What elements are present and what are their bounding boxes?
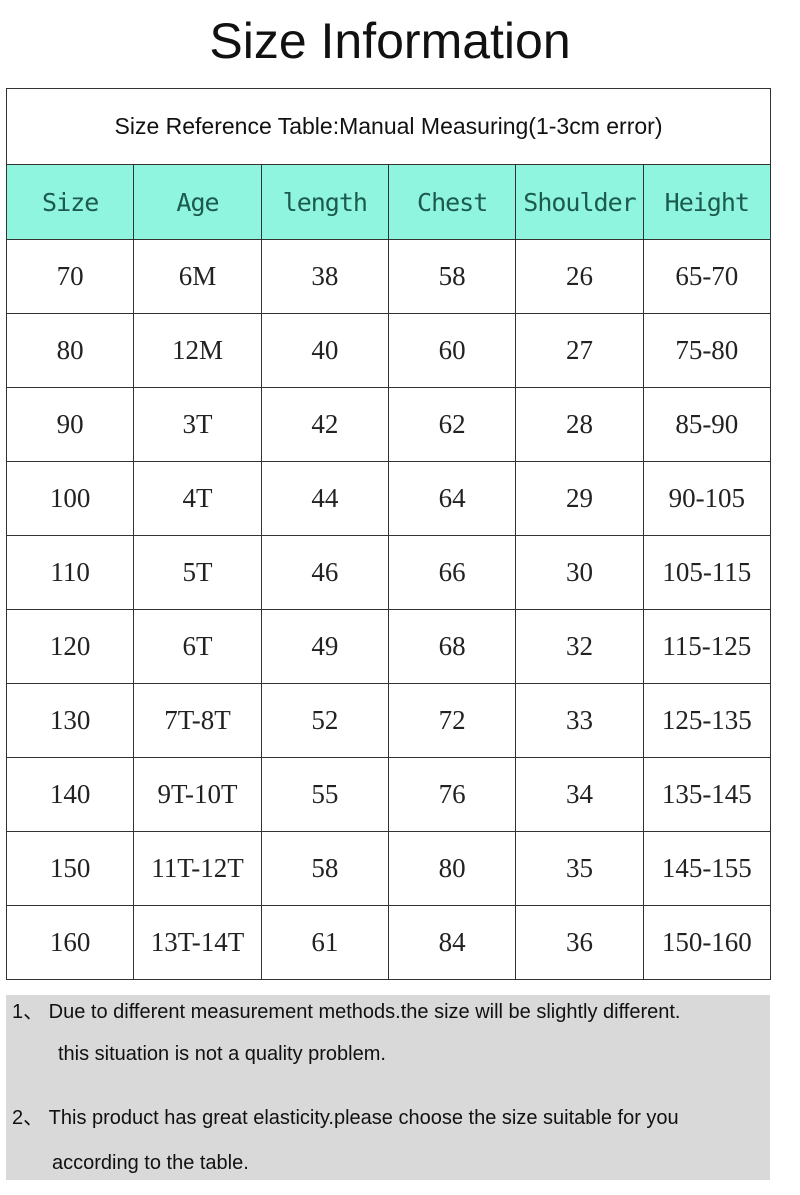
note-2: 2、 This product has great elasticity.ple… [12, 1107, 679, 1129]
table-row: 100 4T 44 64 29 90-105 [5, 461, 772, 536]
cell-size: 120 [5, 609, 135, 684]
cell-height: 115-125 [642, 609, 772, 684]
cell-length: 46 [260, 535, 389, 610]
column-header-chest: Chest [387, 164, 517, 240]
cell-age: 4T [133, 461, 262, 536]
cell-chest: 76 [387, 757, 517, 832]
cell-length: 55 [260, 757, 389, 832]
cell-length: 42 [260, 387, 389, 462]
table-row: 120 6T 49 68 32 115-125 [5, 609, 772, 684]
cell-length: 61 [260, 905, 389, 980]
cell-shoulder: 34 [515, 757, 644, 832]
cell-height: 105-115 [642, 535, 772, 610]
cell-length: 58 [260, 831, 389, 906]
cell-chest: 60 [387, 313, 517, 388]
table-row: 110 5T 46 66 30 105-115 [5, 535, 772, 610]
cell-age: 13T-14T [133, 905, 262, 980]
note-1: 1、 Due to different measurement methods.… [12, 1001, 681, 1023]
cell-chest: 64 [387, 461, 517, 536]
cell-size: 130 [5, 683, 135, 758]
table-row: 90 3T 42 62 28 85-90 [5, 387, 772, 462]
table-caption: Size Reference Table:Manual Measuring(1-… [6, 88, 771, 165]
cell-height: 125-135 [642, 683, 772, 758]
cell-shoulder: 33 [515, 683, 644, 758]
size-table: Size Reference Table:Manual Measuring(1-… [5, 88, 772, 980]
cell-size: 160 [5, 905, 135, 980]
cell-shoulder: 26 [515, 239, 644, 314]
cell-length: 38 [260, 239, 389, 314]
cell-age: 7T-8T [133, 683, 262, 758]
cell-height: 65-70 [642, 239, 772, 314]
cell-height: 75-80 [642, 313, 772, 388]
cell-age: 5T [133, 535, 262, 610]
cell-shoulder: 36 [515, 905, 644, 980]
column-header-age: Age [133, 164, 262, 240]
cell-height: 90-105 [642, 461, 772, 536]
cell-age: 11T-12T [133, 831, 262, 906]
table-header-row: Size Age length Chest Shoulder Height [5, 164, 772, 240]
table-row: 80 12M 40 60 27 75-80 [5, 313, 772, 388]
cell-height: 85-90 [642, 387, 772, 462]
cell-height: 145-155 [642, 831, 772, 906]
table-row: 140 9T-10T 55 76 34 135-145 [5, 757, 772, 832]
cell-shoulder: 28 [515, 387, 644, 462]
table-row: 70 6M 38 58 26 65-70 [5, 239, 772, 314]
cell-size: 90 [5, 387, 135, 462]
cell-chest: 80 [387, 831, 517, 906]
cell-size: 100 [5, 461, 135, 536]
cell-chest: 58 [387, 239, 517, 314]
cell-length: 44 [260, 461, 389, 536]
cell-size: 110 [5, 535, 135, 610]
cell-age: 6M [133, 239, 262, 314]
cell-length: 40 [260, 313, 389, 388]
table-row: 160 13T-14T 61 84 36 150-160 [5, 905, 772, 980]
column-header-height: Height [642, 164, 772, 240]
cell-age: 9T-10T [133, 757, 262, 832]
cell-chest: 84 [387, 905, 517, 980]
cell-length: 52 [260, 683, 389, 758]
page-title: Size Information [209, 13, 571, 69]
cell-chest: 72 [387, 683, 517, 758]
column-header-length: length [260, 164, 389, 240]
cell-shoulder: 27 [515, 313, 644, 388]
cell-size: 140 [5, 757, 135, 832]
column-header-size: Size [5, 164, 135, 240]
cell-shoulder: 32 [515, 609, 644, 684]
cell-chest: 66 [387, 535, 517, 610]
cell-size: 150 [5, 831, 135, 906]
cell-height: 150-160 [642, 905, 772, 980]
cell-chest: 62 [387, 387, 517, 462]
column-header-shoulder: Shoulder [515, 164, 644, 240]
cell-chest: 68 [387, 609, 517, 684]
cell-shoulder: 30 [515, 535, 644, 610]
table-row: 150 11T-12T 58 80 35 145-155 [5, 831, 772, 906]
cell-age: 6T [133, 609, 262, 684]
notes-box: 1、 Due to different measurement methods.… [6, 995, 770, 1180]
cell-age: 3T [133, 387, 262, 462]
note-2-continued: according to the table. [52, 1152, 249, 1174]
cell-shoulder: 29 [515, 461, 644, 536]
note-1-continued: this situation is not a quality problem. [58, 1043, 386, 1065]
cell-length: 49 [260, 609, 389, 684]
cell-age: 12M [133, 313, 262, 388]
cell-size: 80 [5, 313, 135, 388]
cell-height: 135-145 [642, 757, 772, 832]
cell-size: 70 [5, 239, 135, 314]
cell-shoulder: 35 [515, 831, 644, 906]
table-row: 130 7T-8T 52 72 33 125-135 [5, 683, 772, 758]
